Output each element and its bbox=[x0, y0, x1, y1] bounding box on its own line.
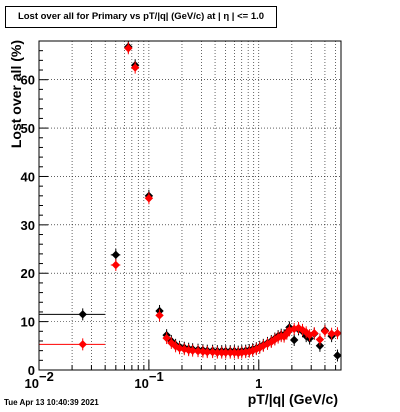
axes-frame bbox=[38, 40, 342, 371]
data-point bbox=[221, 348, 230, 357]
data-point bbox=[315, 335, 325, 344]
data-point bbox=[333, 351, 342, 360]
y-axis-title: Lost over all (%) bbox=[8, 40, 24, 148]
data-point bbox=[315, 341, 325, 351]
x-tick-label: 10 bbox=[134, 376, 148, 391]
x-axis-title: pT/|q| (GeV/c) bbox=[248, 391, 338, 407]
data-point bbox=[155, 311, 164, 320]
series-group bbox=[39, 42, 342, 360]
data-series bbox=[39, 40, 342, 362]
data-point bbox=[188, 346, 197, 355]
plot-frame bbox=[38, 40, 342, 371]
data-point bbox=[333, 329, 342, 338]
data-point bbox=[320, 327, 330, 336]
data-point bbox=[111, 250, 121, 260]
data-point bbox=[327, 329, 336, 338]
y-tick-label: 20 bbox=[21, 266, 35, 281]
y-tick-label: 10 bbox=[21, 315, 35, 330]
data-point bbox=[144, 194, 154, 203]
data-point bbox=[213, 348, 222, 357]
y-tick-label: 0 bbox=[28, 363, 35, 378]
x-tick-label: 1 bbox=[255, 376, 262, 391]
grid-lines bbox=[39, 41, 341, 370]
data-point bbox=[208, 347, 217, 357]
axis-ticks bbox=[38, 40, 337, 371]
y-tick-label: 60 bbox=[21, 73, 35, 88]
y-tick-label: 50 bbox=[21, 121, 35, 136]
data-point bbox=[203, 347, 212, 357]
y-tick-label: 30 bbox=[21, 218, 35, 233]
data-point bbox=[162, 333, 171, 343]
data-point bbox=[111, 260, 121, 270]
timestamp-footer: Tue Apr 13 10:40:39 2021 bbox=[4, 398, 99, 407]
y-tick-label: 40 bbox=[21, 169, 35, 184]
data-point bbox=[78, 310, 87, 319]
data-point bbox=[193, 346, 203, 356]
data-point bbox=[310, 329, 319, 338]
data-point bbox=[124, 44, 133, 53]
data-point bbox=[78, 340, 87, 349]
x-tick-label-exponent: −2 bbox=[39, 369, 54, 384]
x-tick-label-exponent: −1 bbox=[149, 369, 164, 384]
data-point bbox=[289, 335, 299, 345]
data-point bbox=[130, 63, 140, 72]
series-group bbox=[39, 40, 342, 362]
data-point bbox=[237, 348, 246, 357]
x-tick-label: 10 bbox=[25, 376, 39, 391]
chart-title: Lost over all for Primary vs pT/|q| (GeV… bbox=[5, 6, 277, 28]
